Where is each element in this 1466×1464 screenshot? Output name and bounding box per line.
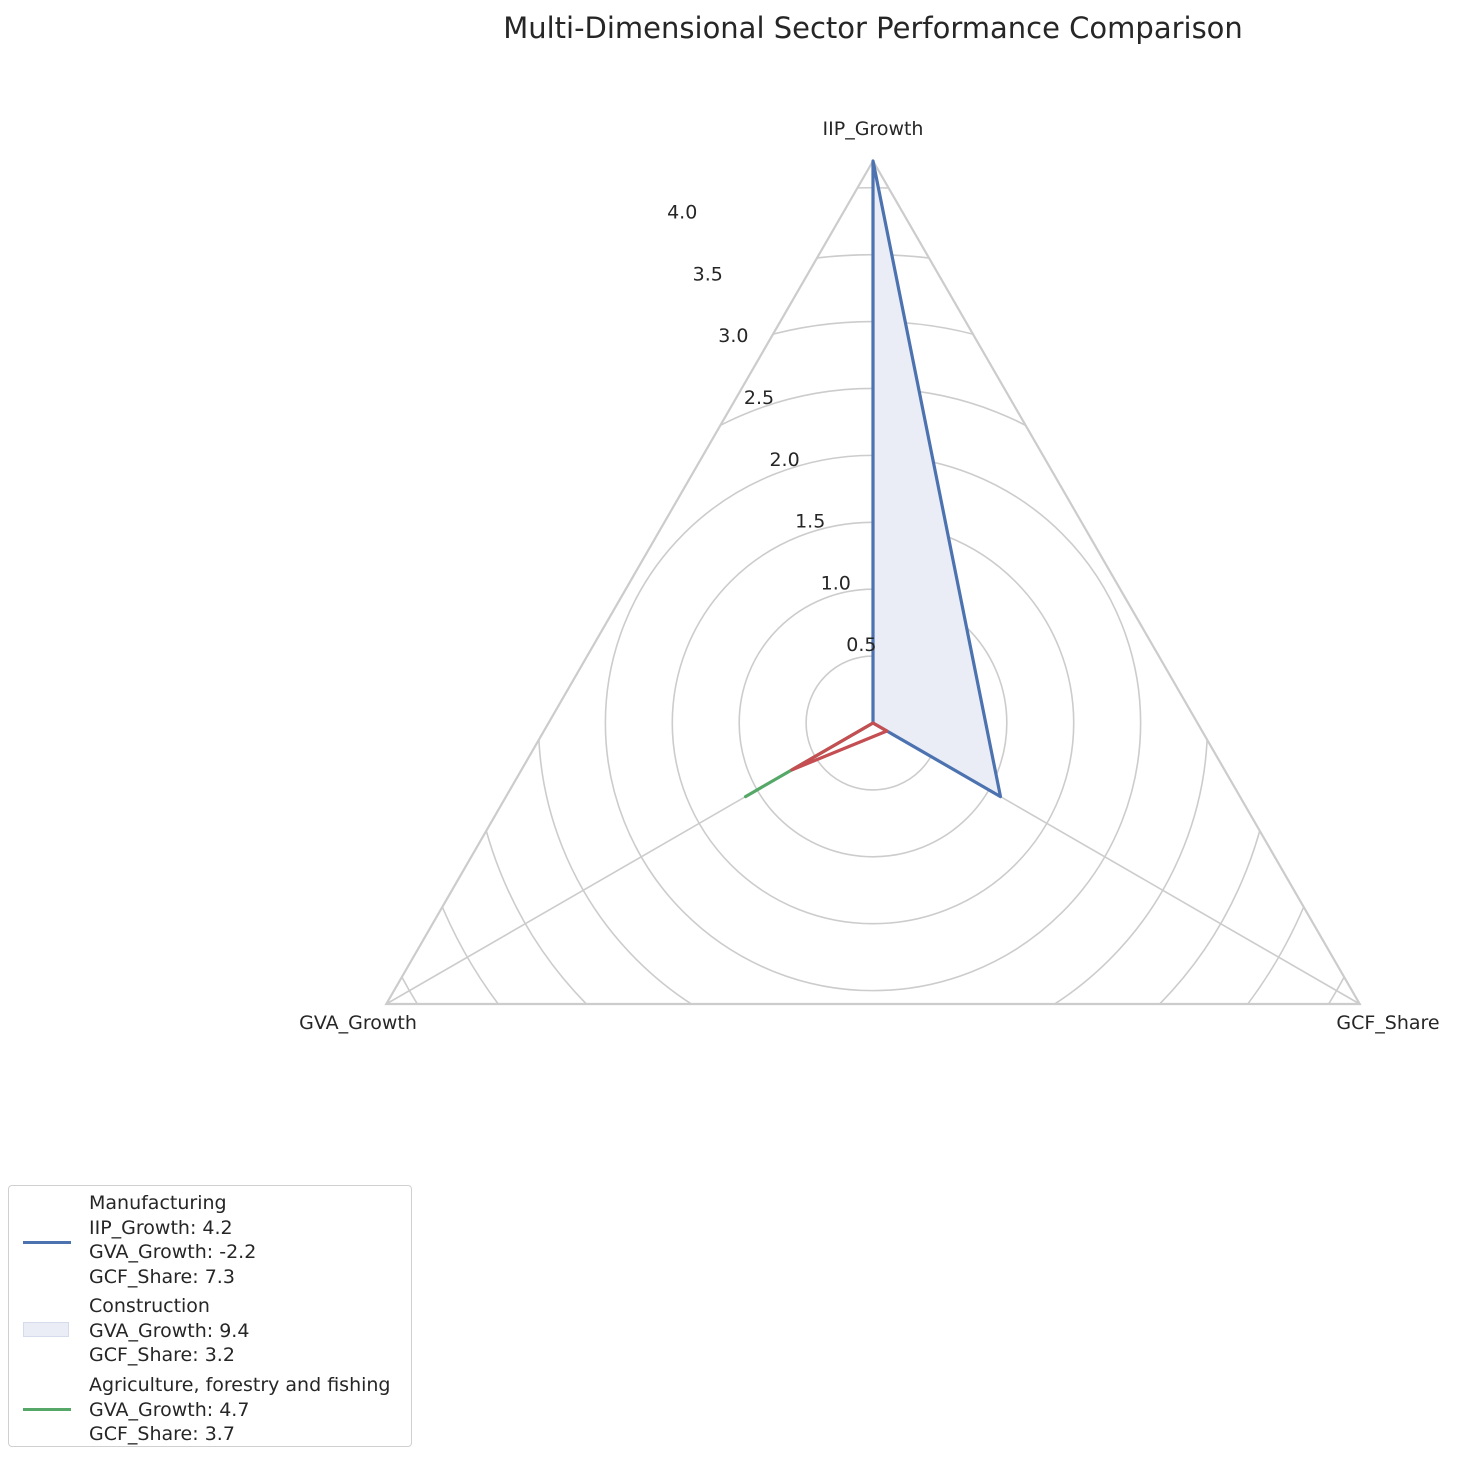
legend-label: Agriculture, forestry and fishing GVA_Gr… [89,1374,391,1445]
legend-patch-marker [23,1322,69,1337]
radar-series [743,159,1003,799]
radial-tick-label: 4.0 [667,202,697,224]
radial-tick-label: 2.5 [744,387,774,409]
legend: Manufacturing IIP_Growth: 4.2 GVA_Growth… [8,1185,412,1447]
legend-line-marker [23,1408,71,1411]
axis-label: IIP_Growth [823,118,924,140]
radial-tick-label: 2.0 [769,449,799,471]
legend-line-marker [23,1241,71,1244]
radial-tick-label: 3.0 [718,325,748,347]
series-line [790,721,889,772]
radial-tick-label: 1.5 [795,511,825,533]
radar-frame [384,158,1362,1006]
radial-tick-label: 0.5 [846,634,876,656]
radial-tick-label: 3.5 [693,263,723,285]
radial-tick-label: 1.0 [821,572,851,594]
axis-label: GCF_Share [1336,1012,1439,1034]
radar-labels: 0.5 1.0 1.5 2.0 2.5 3.0 3.5 4.0 IIP_Growth GVA_Gr… [299,118,1440,1034]
axis-label: GVA_Growth [299,1012,417,1034]
series-line [871,159,1003,799]
chart-title: Multi-Dimensional Sector Performance Com… [503,11,1243,45]
legend-label: Manufacturing IIP_Growth: 4.2 GVA_Growth… [89,1192,257,1288]
legend-label: Construction GVA_Growth: 9.4 GCF_Share: … [89,1295,250,1366]
